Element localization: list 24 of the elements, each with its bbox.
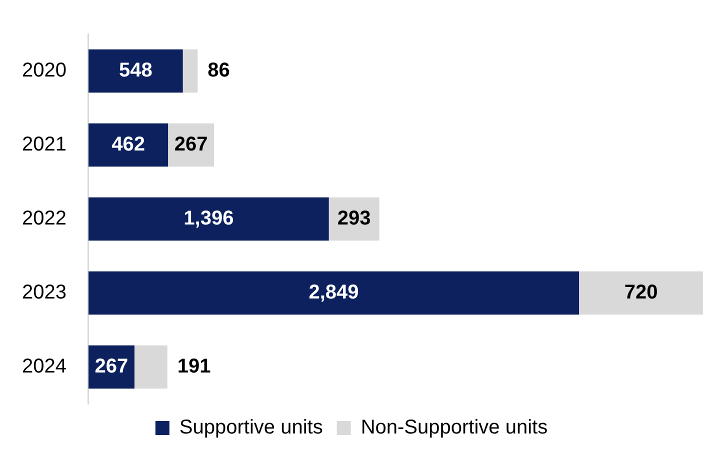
bar — [88, 197, 329, 241]
data-label: 1,396 — [184, 208, 234, 230]
bar — [579, 271, 703, 315]
y-tick-label: 2020 — [22, 60, 66, 82]
data-label: 548 — [118, 60, 152, 82]
bar — [182, 49, 198, 93]
legend-label: Supportive units — [179, 416, 323, 439]
data-label: 720 — [624, 282, 658, 304]
data-label: 267 — [174, 134, 208, 156]
data-label: 191 — [177, 356, 211, 378]
data-label: 462 — [112, 134, 145, 156]
data-label: 293 — [337, 208, 371, 230]
legend-label: Non-Supportive units — [360, 416, 548, 439]
y-tick-label: 2024 — [22, 356, 66, 378]
y-tick-label: 2023 — [22, 282, 66, 304]
y-tick-label: 2022 — [22, 208, 66, 230]
y-tick-label: 2021 — [22, 134, 66, 156]
bar — [88, 123, 168, 167]
data-label: 86 — [208, 60, 230, 82]
bar — [134, 345, 168, 389]
bar — [88, 49, 183, 93]
data-label: 267 — [94, 356, 128, 378]
bar — [88, 271, 580, 315]
data-label: 2,849 — [308, 282, 359, 304]
